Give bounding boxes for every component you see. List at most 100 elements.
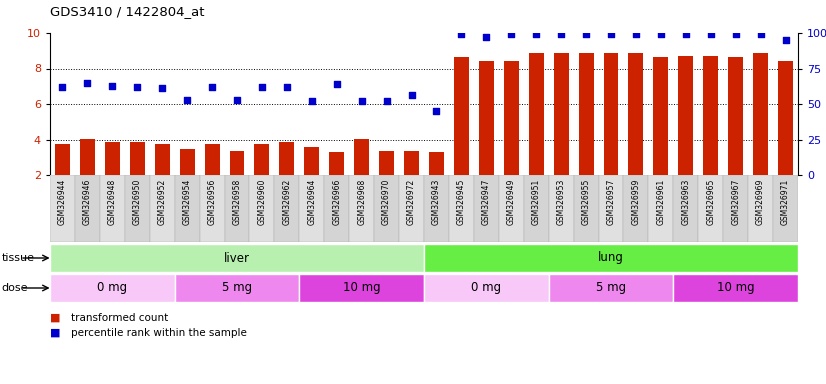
- Bar: [424, 244, 798, 272]
- Text: GSM326954: GSM326954: [183, 178, 192, 225]
- Bar: [653, 57, 668, 175]
- Text: lung: lung: [598, 252, 624, 265]
- Text: GSM326952: GSM326952: [158, 178, 167, 225]
- Text: GSM326966: GSM326966: [332, 178, 341, 225]
- Bar: [254, 144, 269, 175]
- Bar: [573, 175, 599, 242]
- Bar: [299, 175, 325, 242]
- Text: GSM326970: GSM326970: [382, 178, 391, 225]
- Bar: [354, 139, 369, 175]
- Bar: [678, 56, 693, 175]
- Bar: [553, 53, 568, 175]
- Bar: [524, 175, 548, 242]
- Text: GSM326971: GSM326971: [781, 178, 790, 225]
- Point: [629, 31, 643, 38]
- Point: [355, 98, 368, 104]
- Text: GSM326944: GSM326944: [58, 178, 67, 225]
- Text: GSM326958: GSM326958: [232, 178, 241, 225]
- Bar: [404, 151, 419, 175]
- Text: 5 mg: 5 mg: [222, 281, 252, 295]
- Bar: [703, 56, 719, 175]
- Bar: [130, 142, 145, 175]
- Bar: [230, 151, 244, 175]
- Text: GSM326959: GSM326959: [631, 178, 640, 225]
- Text: GSM326948: GSM326948: [108, 178, 116, 225]
- Text: GSM326943: GSM326943: [432, 178, 441, 225]
- Bar: [499, 175, 524, 242]
- Text: 0 mg: 0 mg: [472, 281, 501, 295]
- Point: [330, 81, 344, 87]
- Point: [654, 31, 667, 38]
- Bar: [548, 175, 573, 242]
- Bar: [50, 175, 75, 242]
- Bar: [225, 175, 249, 242]
- Bar: [325, 175, 349, 242]
- Point: [779, 37, 792, 43]
- Bar: [753, 53, 768, 175]
- Point: [56, 84, 69, 90]
- Point: [605, 31, 618, 38]
- Point: [754, 31, 767, 38]
- Bar: [424, 175, 449, 242]
- Point: [155, 85, 169, 91]
- Bar: [299, 274, 424, 302]
- Bar: [673, 274, 798, 302]
- Bar: [548, 274, 673, 302]
- Text: GSM326967: GSM326967: [731, 178, 740, 225]
- Bar: [773, 175, 798, 242]
- Point: [230, 97, 244, 103]
- Text: GSM326960: GSM326960: [258, 178, 267, 225]
- Bar: [474, 175, 499, 242]
- Text: GSM326947: GSM326947: [482, 178, 491, 225]
- Text: liver: liver: [224, 252, 250, 265]
- Point: [106, 83, 119, 89]
- Point: [305, 98, 318, 104]
- Point: [455, 31, 468, 38]
- Bar: [429, 152, 444, 175]
- Text: GSM326955: GSM326955: [582, 178, 591, 225]
- Text: GSM326950: GSM326950: [133, 178, 142, 225]
- Point: [430, 108, 443, 114]
- Text: GSM326969: GSM326969: [756, 178, 765, 225]
- Point: [554, 31, 567, 38]
- Text: GSM326953: GSM326953: [557, 178, 566, 225]
- Bar: [205, 144, 220, 175]
- Text: GSM326961: GSM326961: [657, 178, 666, 225]
- Text: GSM326965: GSM326965: [706, 178, 715, 225]
- Bar: [599, 175, 624, 242]
- Text: GSM326964: GSM326964: [307, 178, 316, 225]
- Point: [181, 97, 194, 103]
- Point: [131, 84, 144, 90]
- Text: GSM326946: GSM326946: [83, 178, 92, 225]
- Point: [81, 79, 94, 86]
- Text: GSM326963: GSM326963: [681, 178, 691, 225]
- Bar: [174, 274, 299, 302]
- Point: [580, 31, 593, 38]
- Bar: [200, 175, 225, 242]
- Text: GSM326962: GSM326962: [282, 178, 292, 225]
- Bar: [279, 142, 294, 175]
- Text: GSM326957: GSM326957: [606, 178, 615, 225]
- Text: percentile rank within the sample: percentile rank within the sample: [71, 328, 246, 338]
- Bar: [50, 274, 174, 302]
- Text: 5 mg: 5 mg: [596, 281, 626, 295]
- Text: dose: dose: [2, 283, 28, 293]
- Point: [380, 98, 393, 104]
- Point: [405, 93, 418, 99]
- Text: GDS3410 / 1422804_at: GDS3410 / 1422804_at: [50, 5, 205, 18]
- Bar: [374, 175, 399, 242]
- Bar: [724, 175, 748, 242]
- Bar: [778, 61, 793, 175]
- Text: GSM326945: GSM326945: [457, 178, 466, 225]
- Bar: [629, 53, 643, 175]
- Bar: [75, 175, 100, 242]
- Bar: [578, 53, 594, 175]
- Bar: [349, 175, 374, 242]
- Text: GSM326949: GSM326949: [507, 178, 515, 225]
- Bar: [330, 152, 344, 175]
- Bar: [379, 151, 394, 175]
- Bar: [529, 53, 544, 175]
- Point: [480, 34, 493, 40]
- Bar: [304, 147, 320, 175]
- Bar: [698, 175, 724, 242]
